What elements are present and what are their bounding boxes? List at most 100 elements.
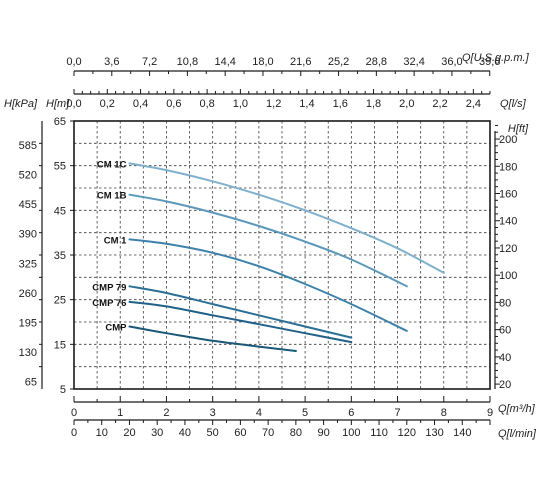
axes: 6555453525155585520455390325260195130652… [19,56,518,439]
axis-title-m: H[m] [46,98,70,110]
tick-label-right-ft: 60 [499,325,511,337]
tick-label-bottom-m3h: 0 [71,407,77,419]
series-label-cmp-76: CMP 76 [92,298,126,309]
tick-label-right-ft: 120 [499,243,517,255]
tick-label-left-kpa: 260 [19,288,37,300]
tick-label-bottom-m3h: 2 [163,407,169,419]
tick-label-top-ls: 1,4 [299,98,314,110]
series-line-cmp [128,325,297,352]
tick-label-bottom-m3h: 6 [348,407,354,419]
tick-label-left-m: 25 [54,295,66,307]
tick-label-bottom-lmin: 30 [151,427,163,439]
tick-label-bottom-lmin: 60 [234,427,246,439]
tick-label-top-ls: 0,0 [66,98,81,110]
tick-label-top-ls: 2,0 [399,98,414,110]
tick-label-bottom-lmin: 20 [123,427,135,439]
axis-title-m3h: Q[m³/h] [498,403,536,415]
tick-label-top-usgpm: 21,6 [290,56,311,68]
tick-label-right-ft: 20 [499,379,511,391]
tick-label-top-usgpm: 36,0 [441,56,462,68]
tick-label-top-ls: 2,2 [432,98,447,110]
tick-label-bottom-m3h: 4 [256,407,262,419]
series-line-cmp-79 [128,285,353,339]
tick-label-top-ls: 2,4 [466,98,481,110]
tick-label-top-ls: 0,6 [166,98,181,110]
tick-label-bottom-m3h: 1 [117,407,123,419]
tick-label-right-ft: 200 [499,134,517,146]
tick-label-top-usgpm: 39,6 [479,56,500,68]
axis-title-usgpm: Q[U.S.g.p.m.] [462,52,530,64]
tick-label-right-ft: 180 [499,161,517,173]
tick-label-left-m: 55 [54,161,66,173]
tick-label-left-m: 45 [54,205,66,217]
tick-label-left-m: 15 [54,339,66,351]
tick-label-bottom-m3h: 3 [210,407,216,419]
tick-label-top-usgpm: 14,4 [214,56,235,68]
series-line-cm-1b [128,193,408,288]
tick-label-left-kpa: 325 [19,258,37,270]
tick-label-bottom-lmin: 110 [370,427,388,439]
tick-label-left-m: 35 [54,250,66,262]
tick-label-top-ls: 0,8 [199,98,214,110]
tick-label-top-usgpm: 32,4 [403,56,424,68]
series-line-cm-1 [128,238,408,332]
series-label-cm-1b: CM 1B [97,191,127,202]
series-label-cm-1: CM 1 [104,235,127,246]
tick-label-bottom-lmin: 70 [262,427,274,439]
tick-label-left-kpa: 130 [19,347,37,359]
tick-label-bottom-lmin: 40 [179,427,191,439]
axis-title-kpa: H[kPa] [4,98,38,110]
tick-label-bottom-lmin: 120 [398,427,416,439]
axis-labels: H[kPa] H[m] H[ft] Q[m³/h] Q[l/min] Q[l/s] Q[U.… [4,52,537,440]
series-label-cmp: CMP [105,322,127,333]
tick-label-top-usgpm: 7,2 [142,56,157,68]
tick-label-left-m: 65 [54,116,66,128]
tick-label-bottom-m3h: 7 [394,407,400,419]
tick-label-top-usgpm: 25,2 [328,56,349,68]
tick-label-right-ft: 100 [499,270,517,282]
axis-title-ft: H[ft] [508,123,529,135]
tick-label-left-kpa: 520 [19,169,37,181]
tick-label-bottom-lmin: 50 [207,427,219,439]
tick-label-right-ft: 80 [499,297,511,309]
tick-label-right-ft: 140 [499,216,517,228]
tick-label-bottom-lmin: 80 [290,427,302,439]
tick-label-top-ls: 1,6 [333,98,348,110]
tick-label-left-kpa: 455 [19,199,37,211]
tick-label-top-ls: 0,2 [100,98,115,110]
tick-label-top-ls: 0,4 [133,98,148,110]
tick-label-left-kpa: 390 [19,229,37,241]
tick-label-bottom-m3h: 5 [302,407,308,419]
tick-label-top-ls: 1,8 [366,98,381,110]
series-label-cm-1c: CM 1C [97,159,127,170]
tick-label-left-m: 5 [60,384,66,396]
tick-label-top-usgpm: 3,6 [104,56,119,68]
tick-label-bottom-m3h: 9 [487,407,493,419]
tick-label-bottom-m3h: 8 [441,407,447,419]
tick-label-bottom-lmin: 10 [96,427,108,439]
tick-label-top-usgpm: 0,0 [66,56,81,68]
tick-label-bottom-lmin: 140 [453,427,471,439]
grid [74,121,490,389]
axis-title-ls: Q[l/s] [500,98,527,110]
tick-label-left-kpa: 195 [19,318,37,330]
axis-title-lmin: Q[l/min] [498,428,537,440]
tick-label-bottom-lmin: 0 [71,427,77,439]
tick-label-bottom-lmin: 130 [425,427,443,439]
tick-label-bottom-lmin: 100 [342,427,360,439]
tick-label-top-ls: 1,0 [233,98,248,110]
tick-label-top-usgpm: 18,0 [252,56,273,68]
series-line-cmp-76 [128,300,353,344]
tick-label-left-kpa: 585 [19,140,37,152]
tick-label-left-kpa: 65 [25,377,37,389]
tick-label-top-ls: 1,2 [266,98,281,110]
tick-label-right-ft: 40 [499,352,511,364]
series-line-cm-1c [128,162,445,274]
tick-label-top-usgpm: 10,8 [177,56,198,68]
series-layer: CM 1C CM 1B CM 1 CMP 79 CMP 76 CMP [92,159,445,352]
tick-label-bottom-lmin: 90 [317,427,329,439]
tick-label-right-ft: 160 [499,189,517,201]
series-label-cmp-79: CMP 79 [92,282,126,293]
tick-label-top-usgpm: 28,8 [366,56,387,68]
